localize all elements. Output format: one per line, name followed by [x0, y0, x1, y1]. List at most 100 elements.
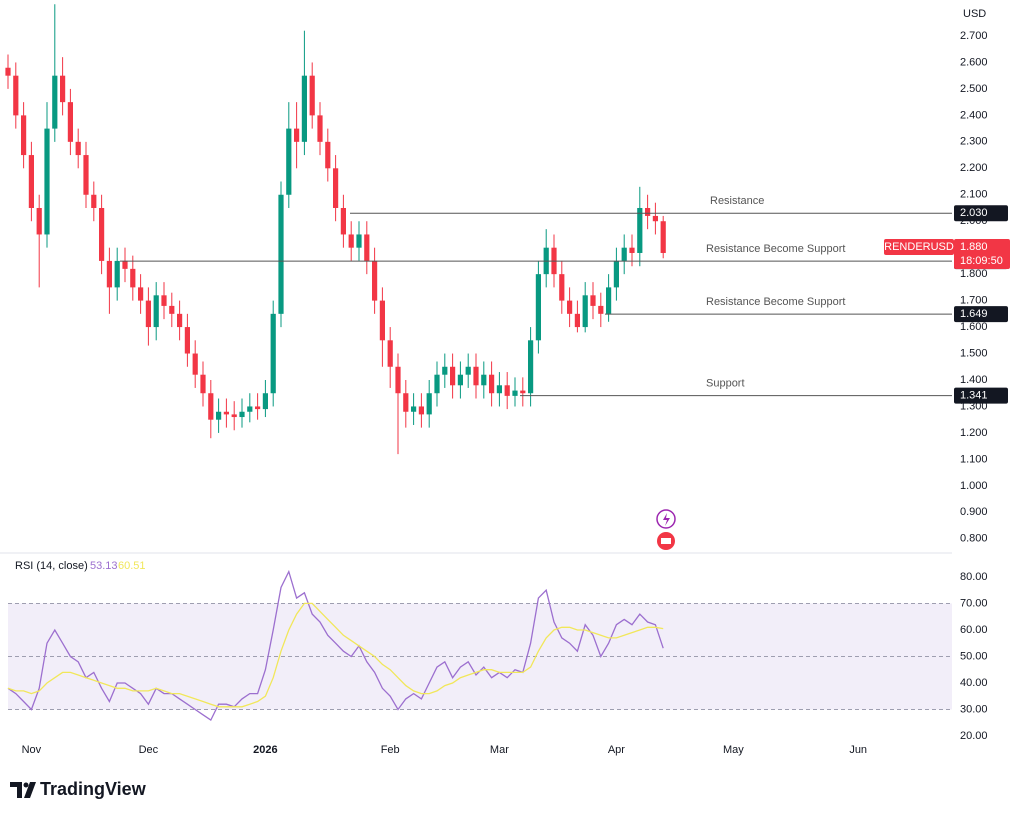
y-tick-label: 50.00	[960, 650, 988, 662]
candle-body	[512, 390, 518, 396]
candle-body	[28, 155, 34, 208]
countdown: 18:09:50	[960, 255, 1003, 267]
y-tick-label: 30.00	[960, 703, 988, 715]
candle-body	[660, 221, 666, 253]
candle-body	[247, 406, 253, 412]
candle-body	[333, 168, 339, 208]
y-tick-label: 1.700	[960, 295, 988, 307]
candle-body	[106, 260, 112, 288]
level-name: Support	[706, 378, 745, 390]
x-tick-label: 2026	[253, 744, 277, 756]
candle-body	[83, 155, 89, 195]
x-tick-label: Feb	[381, 744, 400, 756]
candle-body	[613, 260, 619, 288]
candle-body	[169, 305, 175, 314]
candle-body	[223, 411, 229, 415]
candle-body	[637, 207, 643, 253]
candle-body	[559, 274, 565, 301]
candle-body	[44, 128, 50, 235]
candle-body	[309, 75, 315, 116]
y-tick-label: 70.00	[960, 597, 988, 609]
candle-body	[138, 287, 144, 301]
candle-body	[36, 207, 42, 235]
candle-body	[255, 406, 261, 410]
candle-body	[294, 128, 300, 142]
x-tick-label: May	[723, 744, 744, 756]
level-value: 2.030	[960, 207, 988, 219]
candle-body	[99, 207, 105, 261]
y-tick-label: 60.00	[960, 624, 988, 636]
rsi-line	[7, 569, 664, 722]
candle-body	[582, 295, 588, 328]
candle-body	[67, 102, 73, 142]
y-tick-label: 1.600	[960, 321, 988, 333]
candle-body	[629, 247, 635, 253]
candle-body	[450, 366, 456, 386]
rsi-value: 60.51	[118, 560, 146, 572]
y-tick-label: 1.000	[960, 480, 988, 492]
candle-body	[153, 295, 159, 328]
event-icon	[663, 513, 670, 526]
candle-body	[481, 374, 487, 386]
level-value: 1.341	[960, 390, 988, 402]
candle-body	[145, 300, 151, 328]
y-tick-label: 2.500	[960, 83, 988, 95]
y-tick-label: 2.400	[960, 109, 988, 121]
candle-body	[621, 247, 627, 261]
candle-body	[317, 115, 323, 142]
candle-body	[177, 313, 183, 328]
candle-body	[231, 414, 237, 418]
candle-body	[270, 313, 276, 394]
candle-body	[340, 207, 346, 235]
candle-body	[184, 327, 190, 354]
candle-body	[418, 406, 424, 415]
candle-body	[473, 366, 479, 386]
event-icon	[661, 538, 671, 544]
candle-body	[434, 374, 440, 394]
candle-body	[426, 393, 432, 415]
candle-body	[411, 406, 417, 412]
candle-body	[52, 75, 58, 129]
rsi-value: 53.13	[90, 560, 118, 572]
y-tick-label: 1.200	[960, 427, 988, 439]
candle-body	[364, 234, 370, 261]
candle-body	[91, 194, 97, 208]
candle-body	[278, 194, 284, 314]
level-badge	[954, 205, 1008, 222]
y-tick-label: 0.900	[960, 506, 988, 518]
candle-body	[387, 340, 393, 367]
y-tick-label: 20.00	[960, 730, 988, 742]
candle-body	[348, 234, 354, 248]
candle-body	[216, 411, 222, 420]
candle-body	[504, 385, 510, 396]
currency: USD	[963, 8, 986, 20]
candle-body	[395, 366, 401, 394]
y-tick-label: 1.800	[960, 268, 988, 280]
symbol-badge	[884, 238, 954, 255]
x-tick-label: Mar	[490, 744, 509, 756]
logo-text: TradingView	[40, 779, 147, 799]
price-badge	[954, 238, 1010, 269]
y-tick-label: 2.100	[960, 189, 988, 201]
candle-body	[535, 274, 541, 341]
candle-body	[286, 128, 292, 195]
candle-body	[21, 115, 27, 156]
level-badge	[954, 387, 1008, 404]
candle-body	[356, 234, 362, 248]
candle-body	[567, 300, 573, 314]
x-tick-label: Apr	[608, 744, 625, 756]
y-tick-label: 1.100	[960, 453, 988, 465]
candle-body	[60, 75, 66, 103]
candle-body	[645, 207, 651, 216]
candle-body	[200, 374, 206, 394]
candle-body	[606, 287, 612, 314]
candle-body	[379, 300, 385, 341]
candle-body	[208, 393, 214, 420]
rsi-title: RSI (14, close)	[15, 560, 88, 572]
candle-body	[598, 305, 604, 314]
candle-body	[465, 366, 471, 375]
x-tick-label: Jun	[849, 744, 867, 756]
level-name: Resistance Become Support	[706, 243, 845, 255]
